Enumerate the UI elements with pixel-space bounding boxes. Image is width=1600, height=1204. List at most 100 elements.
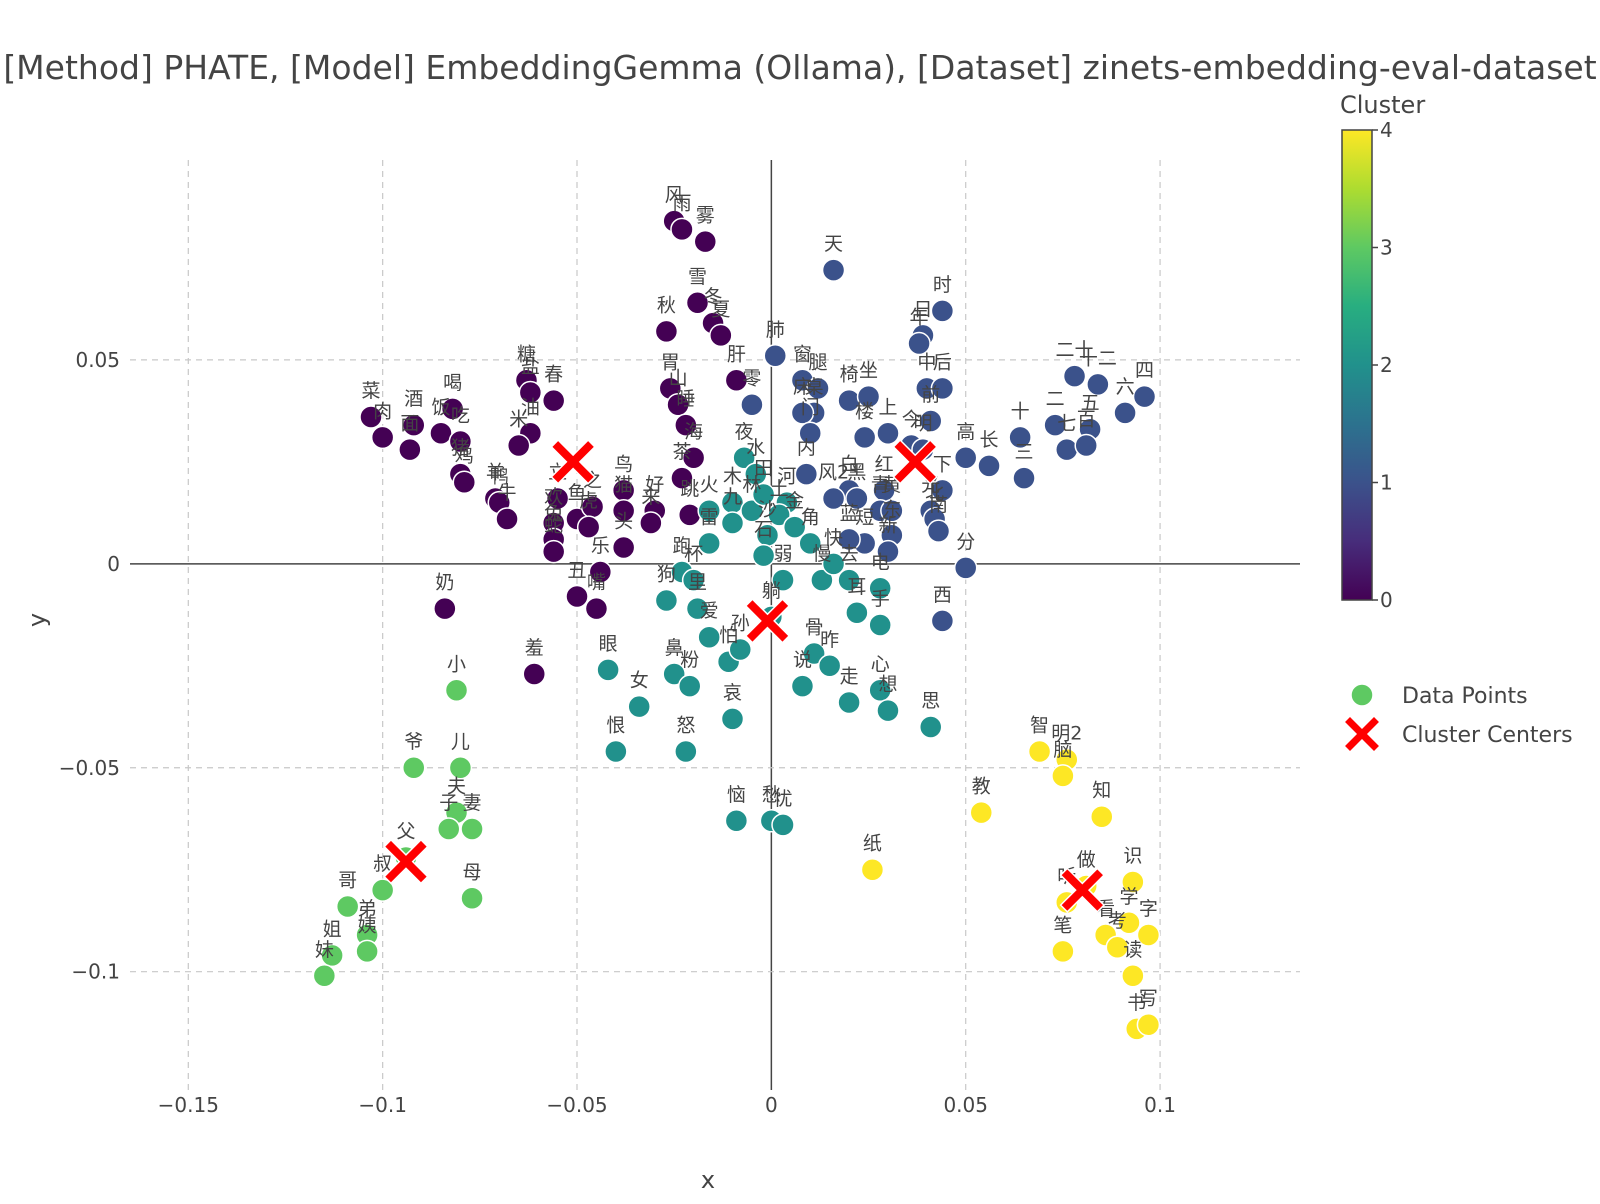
data-point	[790, 674, 815, 698]
data-point	[868, 576, 892, 601]
data-point-label: 椅	[840, 364, 859, 386]
data-point	[685, 291, 710, 315]
data-point-label: 姨	[358, 914, 377, 936]
data-point-label: 羊	[486, 462, 505, 484]
data-point-label: 虎	[579, 490, 598, 512]
data-point	[506, 433, 531, 458]
data-point	[790, 401, 815, 425]
data-point-label: 酒	[404, 388, 423, 410]
data-point-label: 恼	[727, 784, 746, 806]
data-point-label: 西	[933, 584, 952, 606]
data-point	[370, 425, 395, 450]
data-point	[596, 658, 620, 682]
point-labels: 风雨雾雪冬夏秋胃山睡海茶肝糖盐油春米菜肉酒面喝饭吃猪鸡羊鸭牛鸟猫头好来跳立鱼之虎…	[315, 184, 1158, 1014]
data-point-label: 女	[630, 670, 649, 692]
data-point	[1121, 964, 1145, 988]
data-point-label: 鸡	[455, 445, 474, 467]
data-point-label: 中	[917, 351, 936, 373]
data-point	[1008, 425, 1032, 450]
data-point-label: 楼	[855, 400, 874, 422]
data-point	[930, 299, 955, 323]
data-point-label: 恨	[606, 714, 625, 736]
data-point	[821, 486, 846, 511]
data-point-label: 里	[688, 572, 707, 594]
data-point-label: 胃	[661, 351, 680, 373]
data-point-label: 妹	[315, 939, 334, 961]
data-point-label: 爷	[404, 731, 423, 753]
data-point-label: 考	[1108, 910, 1127, 932]
data-point-label: 奶	[435, 572, 454, 594]
data-point-label: 十	[1011, 400, 1030, 422]
data-point	[821, 552, 846, 576]
data-point	[782, 515, 807, 539]
data-point-label: 小	[447, 653, 466, 675]
data-point	[751, 482, 776, 507]
data-point-label: 知	[1092, 780, 1111, 802]
data-point	[545, 486, 570, 511]
data-point-label: 雾	[696, 205, 715, 227]
data-point-label: 子	[439, 792, 458, 814]
data-point-label: 天	[824, 233, 843, 255]
data-point	[320, 943, 344, 968]
data-point	[611, 535, 636, 560]
x-axis-title: x	[701, 1166, 715, 1194]
data-point-label: 二十	[1056, 339, 1094, 361]
data-point-label: 夫	[447, 776, 466, 798]
data-point	[728, 637, 753, 662]
data-point	[763, 344, 787, 368]
colorbar-tick-label: 0	[1380, 588, 1393, 612]
cluster-center-marker	[1059, 867, 1106, 913]
data-point	[720, 707, 745, 731]
data-point-label: 爱	[700, 600, 719, 622]
data-point	[868, 678, 892, 703]
data-point	[732, 446, 756, 470]
data-point-label: 写	[1139, 988, 1158, 1010]
x-tick-label: 0	[765, 1093, 778, 1117]
data-point-label: 教	[972, 776, 991, 798]
data-point	[837, 568, 861, 592]
colorbar-title: Cluster	[1340, 91, 1425, 119]
data-point	[1113, 401, 1137, 425]
data-point-label: 妻	[463, 792, 482, 814]
data-point	[918, 409, 943, 433]
data-point	[876, 698, 900, 723]
data-point-label: 水	[746, 437, 765, 459]
data-point-label: 笔	[1053, 914, 1072, 936]
data-point-label: 鱼	[568, 482, 587, 504]
data-point	[926, 519, 951, 543]
data-point	[448, 429, 473, 454]
x-tick-label: −0.05	[546, 1093, 607, 1117]
colorbar-ticks: 0 1 2 3 4	[1372, 118, 1393, 612]
data-point-label: 弟	[358, 898, 377, 920]
data-point	[674, 739, 698, 764]
data-point-label: 牛	[498, 482, 517, 504]
colorbar-tick-label: 3	[1380, 236, 1393, 260]
data-point-label: 九	[723, 486, 742, 508]
data-point	[681, 446, 706, 470]
data-point	[440, 397, 465, 421]
data-point	[1051, 939, 1075, 964]
data-point-label: 猫	[614, 474, 633, 496]
data-point-label: 火	[700, 474, 719, 496]
data-point	[724, 809, 749, 833]
data-point-label: 盐	[521, 356, 540, 378]
data-point-label: 面	[400, 413, 419, 435]
data-point-label: 上	[878, 396, 897, 418]
data-point-label: 下	[933, 453, 952, 475]
data-point-label: 土	[770, 478, 789, 500]
data-point-label: 床	[793, 376, 812, 398]
data-point	[740, 499, 764, 523]
data-point	[402, 413, 426, 437]
data-point-label: 新	[878, 515, 897, 537]
data-point	[845, 601, 869, 625]
cluster-center-marker	[550, 439, 596, 485]
data-point	[1090, 804, 1114, 829]
data-point	[724, 368, 749, 393]
data-point-label: 腿	[808, 351, 827, 373]
data-point-label: 桌	[805, 376, 824, 398]
data-point	[576, 515, 601, 539]
data-point	[798, 531, 822, 556]
data-point-label: 睡	[676, 388, 695, 410]
data-point-label: 走	[840, 666, 859, 688]
data-point-label: 愁	[762, 784, 781, 806]
